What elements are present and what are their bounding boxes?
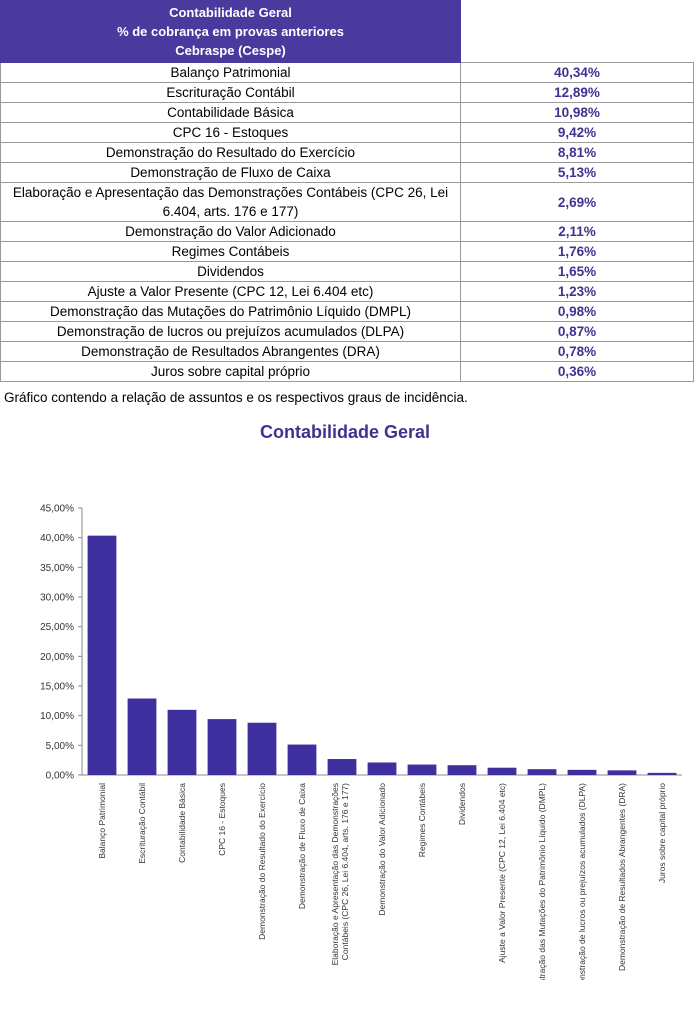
- header-line: Cebraspe (Cespe): [175, 43, 286, 58]
- topic-cell: Escrituração Contábil: [0, 82, 461, 103]
- topic-cell: Demonstração de Fluxo de Caixa: [0, 162, 461, 183]
- topic-cell: Regimes Contábeis: [0, 241, 461, 262]
- value-cell: 10,98%: [460, 102, 694, 123]
- x-tick-label: Demonstração do Valor Adicionado: [377, 783, 387, 916]
- x-tick-label: Demonstração de lucros ou prejuízos acum…: [577, 783, 587, 980]
- row: Juros sobre capital próprio 0,36%: [0, 361, 694, 382]
- header: Contabilidade Geral % de cobrança em pro…: [0, 0, 461, 63]
- topic-cell: CPC 16 - Estoques: [0, 122, 461, 143]
- bar: [287, 744, 317, 775]
- caption: Gráfico contendo a relação de assuntos e…: [4, 390, 468, 405]
- value-cell: 1,76%: [460, 241, 694, 262]
- chart-title: Contabilidade Geral: [260, 422, 430, 442]
- x-tick-label: Ajuste a Valor Presente (CPC 12, Lei 6.4…: [497, 783, 507, 963]
- chart: Contabilidade Geral 0,00% 5,00% 10,00% 15,0…: [40, 422, 682, 1010]
- value-cell: 5,13%: [460, 162, 694, 183]
- bar: [567, 769, 597, 775]
- x-tick-label: CPC 16 - Estoques: [217, 783, 227, 856]
- row: Demonstração de lucros ou prejuízos acum…: [0, 321, 694, 342]
- topic-cell: Elaboração e Apresentação das Demonstraç…: [0, 182, 461, 222]
- row: Regimes Contábeis 1,76%: [0, 241, 694, 262]
- row: Demonstração do Valor Adicionado 2,11%: [0, 221, 694, 242]
- x-tick-label: Demonstração de Fluxo de Caixa: [297, 783, 307, 909]
- header-line: % de cobrança em provas anteriores: [117, 24, 344, 39]
- bar: [607, 770, 637, 775]
- x-tick-label: Contabilidade Básica: [177, 783, 187, 863]
- bar: [207, 719, 237, 775]
- x-tick-label: Escrituração Contábil: [137, 783, 147, 864]
- y-tick-label: 5,00%: [46, 741, 74, 752]
- topic-cell: Demonstração das Mutações do Patrimônio …: [0, 301, 461, 322]
- y-tick-label: 30,00%: [40, 593, 74, 604]
- row: Escrituração Contábil 12,89%: [0, 82, 694, 103]
- x-tick-label: Juros sobre capital próprio: [657, 783, 667, 883]
- value-cell: 9,42%: [460, 122, 694, 143]
- row: Balanço Patrimonial 40,34%: [0, 62, 694, 83]
- bar: [647, 772, 677, 775]
- x-tick-label: Demonstração do Resultado do Exercício: [257, 783, 267, 940]
- bar: [127, 698, 157, 775]
- bar: [87, 535, 117, 775]
- header-line: Contabilidade Geral: [169, 5, 292, 20]
- bar: [447, 765, 477, 775]
- row: Contabilidade Básica 10,98%: [0, 102, 694, 123]
- bar: [167, 709, 197, 775]
- topic-cell: Contabilidade Básica: [0, 102, 461, 123]
- row: Demonstração do Resultado do Exercício 8,…: [0, 142, 694, 163]
- y-tick-label: 35,00%: [40, 563, 74, 574]
- row: Demonstração de Fluxo de Caixa 5,13%: [0, 162, 694, 183]
- row: Elaboração e Apresentação das Demonstraç…: [0, 182, 694, 222]
- y-tick-label: 10,00%: [40, 711, 74, 722]
- y-tick-label: 15,00%: [40, 682, 74, 693]
- row: Dividendos 1,65%: [0, 261, 694, 282]
- value-cell: 0,98%: [460, 301, 694, 322]
- y-tick-label: 45,00%: [40, 504, 74, 515]
- topic-cell: Demonstração de lucros ou prejuízos acum…: [0, 321, 461, 342]
- value-cell: 2,69%: [460, 182, 694, 222]
- topic-cell: Juros sobre capital próprio: [0, 361, 461, 382]
- x-tick-label: Regimes Contábeis: [417, 783, 427, 857]
- topic-cell: Balanço Patrimonial: [0, 62, 461, 83]
- topic-cell: Demonstração de Resultados Abrangentes (…: [0, 341, 461, 362]
- bar: [247, 722, 277, 775]
- topic-cell: Dividendos: [0, 261, 461, 282]
- bar: [487, 767, 517, 775]
- y-tick-label: 25,00%: [40, 622, 74, 633]
- value-cell: 40,34%: [460, 62, 694, 83]
- value-cell: 8,81%: [460, 142, 694, 163]
- value-cell: 12,89%: [460, 82, 694, 103]
- row: Demonstração de Resultados Abrangentes (…: [0, 341, 694, 362]
- y-tick-label: 40,00%: [40, 533, 74, 544]
- y-tick-label: 20,00%: [40, 652, 74, 663]
- bar: [327, 759, 357, 775]
- x-tick-label: Balanço Patrimonial: [97, 783, 107, 859]
- y-tick-label: 0,00%: [46, 771, 74, 782]
- x-tick-label: Dividendos: [457, 783, 467, 825]
- row: CPC 16 - Estoques 9,42%: [0, 122, 694, 143]
- bar: [367, 762, 397, 775]
- table: Contabilidade Geral % de cobrança em pro…: [0, 0, 694, 382]
- value-cell: 0,78%: [460, 341, 694, 362]
- value-cell: 1,65%: [460, 261, 694, 282]
- row: Ajuste a Valor Presente (CPC 12, Lei 6.4…: [0, 281, 694, 302]
- x-tick-label: Demonstração das Mutações do Patrimônio …: [537, 783, 547, 980]
- value-cell: 0,36%: [460, 361, 694, 382]
- row: Demonstração das Mutações do Patrimônio …: [0, 301, 694, 322]
- x-tick-label: Elaboração e Apresentação das Demonstraç…: [330, 783, 350, 966]
- x-tick-label: Demonstração de Resultados Abrangentes (…: [617, 783, 627, 971]
- value-cell: 1,23%: [460, 281, 694, 302]
- topic-cell: Demonstração do Resultado do Exercício: [0, 142, 461, 163]
- value-cell: 2,11%: [460, 221, 694, 242]
- bar: [407, 764, 437, 775]
- value-cell: 0,87%: [460, 321, 694, 342]
- topic-cell: Ajuste a Valor Presente (CPC 12, Lei 6.4…: [0, 281, 461, 302]
- topic-cell: Demonstração do Valor Adicionado: [0, 221, 461, 242]
- bar: [527, 769, 557, 775]
